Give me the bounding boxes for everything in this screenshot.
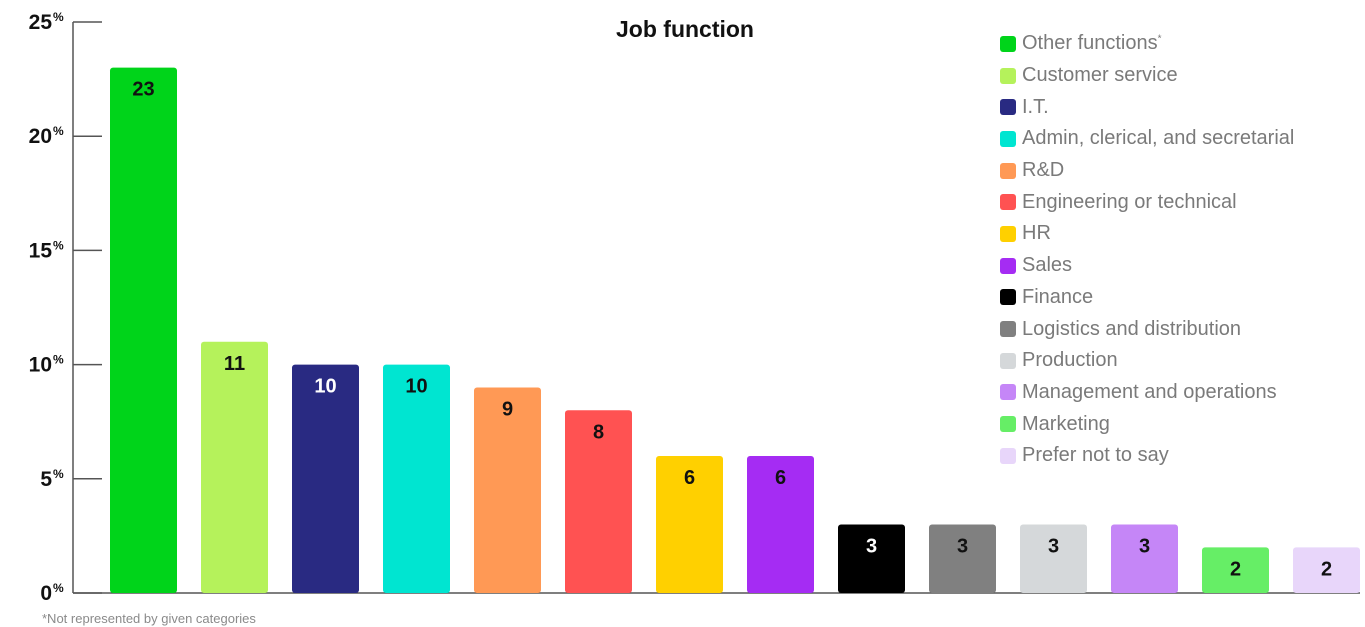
legend-swatch [1000,352,1016,369]
legend-item: Production [1000,345,1294,377]
bar [929,524,996,593]
legend-item: Admin, clerical, and secretarial [1000,123,1294,155]
legend-label: Management and operations [1022,380,1277,403]
legend-footnote-marker: * [1157,33,1162,45]
footnote: *Not represented by given categories [42,611,256,626]
y-tick-label: 5 [40,468,52,491]
bar [1111,524,1178,593]
legend-swatch [1000,162,1016,179]
bar [474,387,541,593]
legend-label: R&D [1022,159,1065,182]
bar-value-label: 3 [866,535,877,557]
legend-swatch [1000,321,1016,338]
legend-swatch [1000,447,1016,464]
legend-item: Prefer not to say [1000,440,1294,472]
legend-item: Marketing [1000,408,1294,440]
legend-label: Marketing [1022,412,1110,435]
bar [1293,547,1360,593]
bar-value-label: 3 [957,535,968,557]
y-tick-label: 0 [40,582,52,605]
legend-swatch [1000,130,1016,147]
bar [201,341,268,593]
legend-label: Customer service [1022,64,1178,87]
legend-item: Logistics and distribution [1000,313,1294,345]
legend-label: Admin, clerical, and secretarial [1022,127,1295,150]
bar [383,364,450,593]
bar-value-label: 23 [132,79,154,101]
legend-item: R&D [1000,155,1294,187]
legend-swatch [1000,384,1016,401]
legend-label: Finance [1022,285,1094,308]
y-tick-suffix: % [53,467,64,481]
legend-label: Engineering or technical [1022,190,1237,213]
bar-value-label: 3 [1139,535,1150,557]
y-tick-suffix: % [53,124,64,138]
chart-title: Job function [616,16,754,42]
legend-item: HR [1000,218,1294,250]
legend-item: Other functions* [1000,28,1294,60]
bars: 23 11 10 10 9 8 6 6 3 3 3 3 2 2 [110,67,1360,594]
legend-item: Management and operations [1000,377,1294,409]
legend-swatch [1000,99,1016,116]
bar-value-label: 6 [684,467,695,489]
legend-label: Prefer not to say [1022,444,1169,467]
legend-item: Sales [1000,250,1294,282]
legend-swatch [1000,416,1016,433]
legend-item: I.T. [1000,91,1294,123]
bar [656,455,723,593]
y-tick-label: 25 [29,11,53,34]
y-tick-suffix: % [53,353,64,367]
legend-item: Customer service [1000,60,1294,92]
bar-value-label: 2 [1230,558,1241,580]
y-tick-suffix: % [53,581,64,595]
bar [1202,547,1269,593]
y-tick-suffix: % [53,238,64,252]
legend-label: HR [1022,222,1051,245]
legend-swatch [1000,67,1016,84]
bar [747,455,814,593]
bar [565,410,632,593]
bar [110,67,177,594]
legend-item: Engineering or technical [1000,186,1294,218]
bar-value-label: 11 [224,353,245,375]
legend: Other functions* Customer service I.T. Admi… [1000,28,1294,472]
y-tick-label: 10 [29,354,52,377]
bar-value-label: 9 [502,398,513,420]
bar [292,364,359,593]
legend-label: Other functions* [1022,32,1162,55]
legend-swatch [1000,289,1016,306]
y-tick-label: 20 [29,125,52,148]
bar-value-label: 2 [1321,558,1332,580]
bar-value-label: 6 [775,467,786,489]
legend-swatch [1000,35,1016,52]
legend-swatch [1000,257,1016,274]
legend-label: I.T. [1022,95,1049,118]
legend-label: Sales [1022,254,1073,277]
bar-value-label: 10 [314,376,336,398]
legend-label: Logistics and distribution [1022,317,1242,340]
y-tick-label: 15 [29,239,53,262]
bar [838,524,905,593]
bar-value-label: 10 [405,376,427,398]
y-tick-suffix: % [53,10,64,24]
bar-value-label: 3 [1048,535,1059,557]
legend-swatch [1000,225,1016,242]
legend-item: Finance [1000,282,1294,314]
legend-swatch [1000,194,1016,211]
legend-label: Production [1022,349,1118,372]
bar-value-label: 8 [593,421,604,443]
bar [1020,524,1087,593]
